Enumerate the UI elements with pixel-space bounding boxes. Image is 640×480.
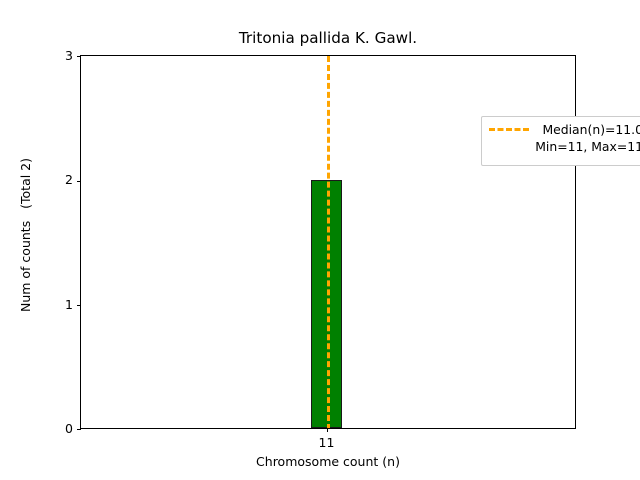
plot-axes: 0 1 2 3 11 Median(n)=11.0 Min=11, Max=11 [65, 49, 640, 449]
legend-label-median: Median(n)=11.0 [542, 122, 640, 137]
legend-text-wrapper: Median(n)=11.0 Min=11, Max=11 [533, 122, 640, 155]
legend-sample-wrapper [489, 122, 533, 131]
plot-area [81, 56, 575, 428]
chart-title: Tritonia pallida K. Gawl. [238, 29, 418, 47]
y-tick-mark-3 [77, 56, 81, 58]
legend-label-range: Min=11, Max=11 [535, 138, 640, 154]
x-tick-mark-11 [326, 428, 328, 432]
y-axis-title: Num of counts (Total 2) [18, 157, 33, 313]
legend-dashed-line-icon [489, 128, 529, 131]
y-tick-label-3: 3 [65, 47, 73, 63]
y-tick-label-1: 1 [65, 296, 73, 312]
y-tick-label-0: 0 [65, 421, 73, 436]
y-tick-mark-0 [77, 429, 81, 431]
legend-box[interactable]: Median(n)=11.0 Min=11, Max=11 [481, 116, 640, 166]
y-tick-label-2: 2 [65, 172, 73, 188]
y-tick-mark-1 [77, 305, 81, 306]
median-vline [326, 56, 330, 428]
x-axis-title: Chromosome count (n) [256, 454, 400, 469]
y-tick-mark-2 [77, 180, 81, 182]
x-tick-label-11: 11 [318, 435, 335, 450]
